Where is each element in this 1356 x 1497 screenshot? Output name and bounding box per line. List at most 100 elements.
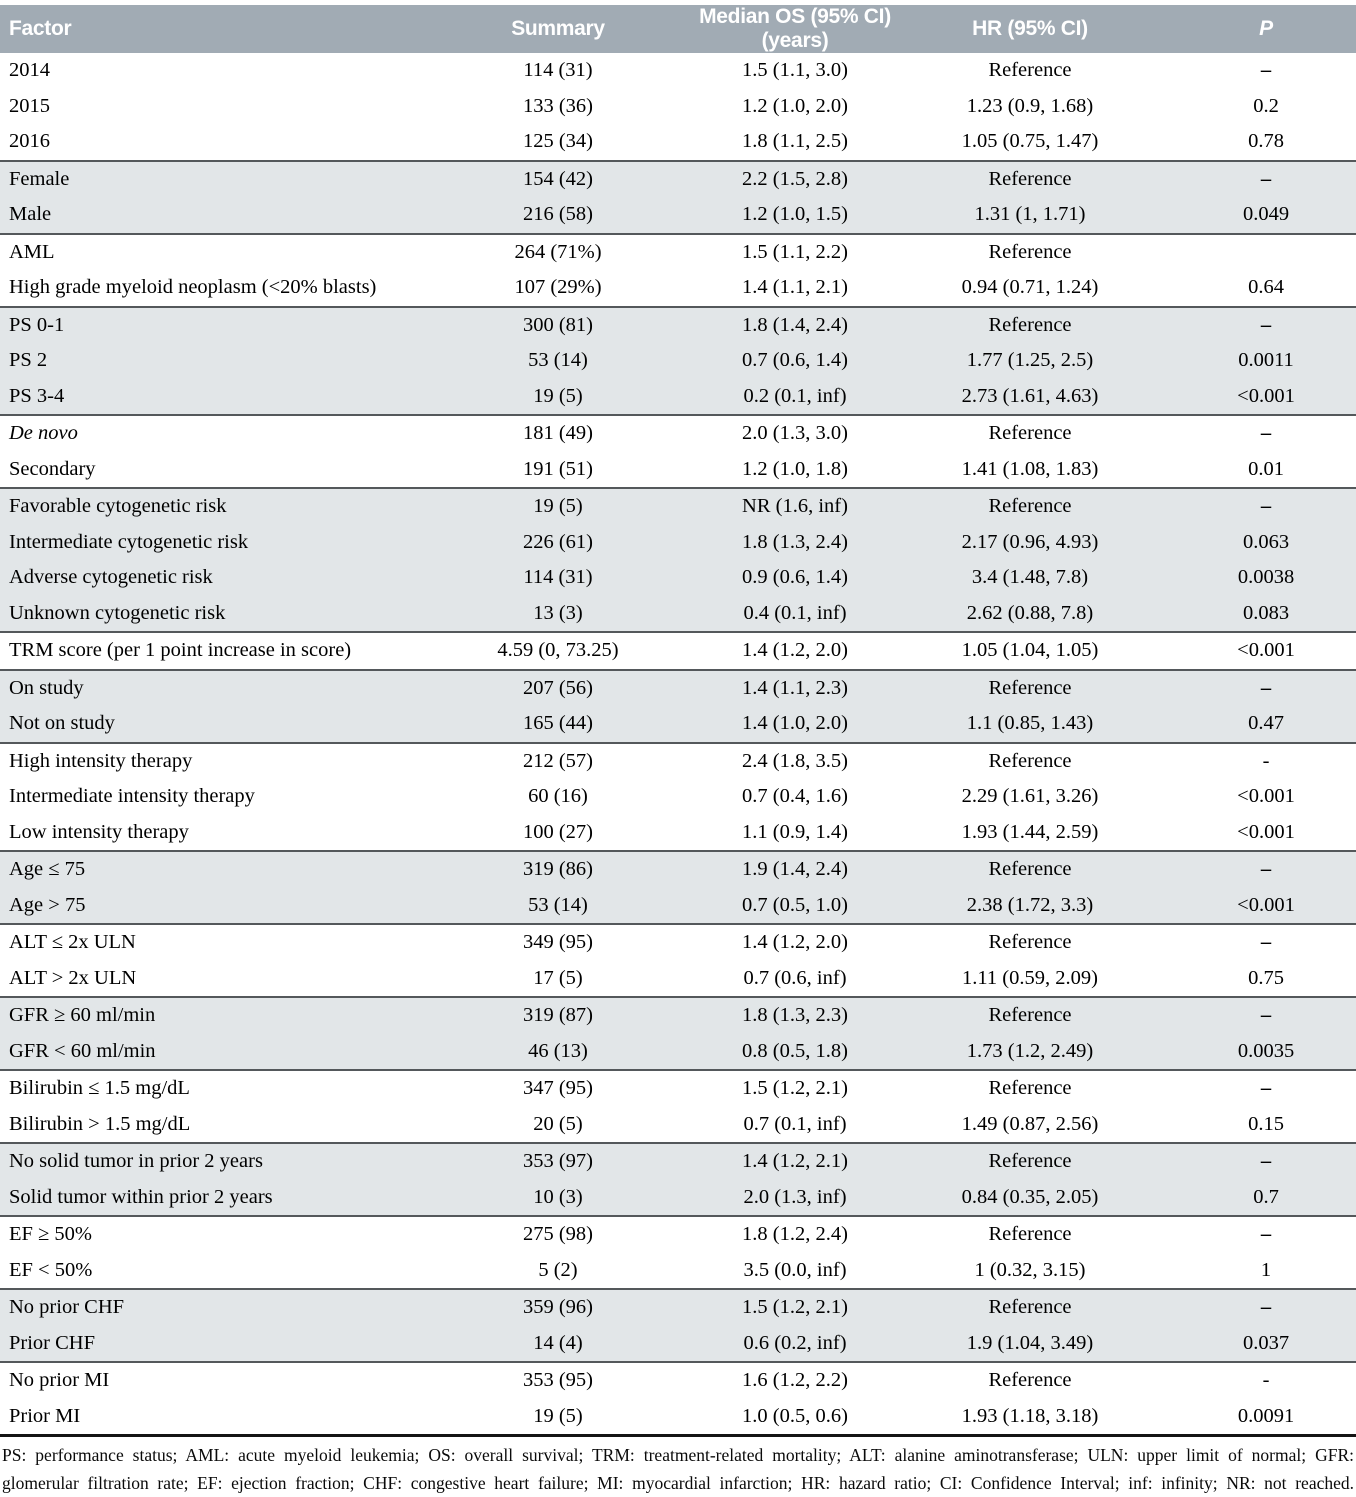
p-cell: 0.0091: [1138, 1398, 1356, 1437]
p-cell: –: [1138, 53, 1356, 89]
summary-cell: 46 (13): [448, 1033, 668, 1070]
hr-cell: 1.23 (0.9, 1.68): [922, 88, 1138, 124]
p-cell-text: 0.083: [1242, 601, 1290, 624]
factor-cell: PS 3-4: [0, 378, 448, 415]
median-os-cell-text: NR (1.6, inf): [742, 495, 848, 518]
hr-cell-text: Reference: [988, 495, 1072, 518]
p-cell: –: [1138, 668, 1356, 706]
median-os-cell: 0.6 (0.2, inf): [668, 1325, 922, 1362]
factor-cell: GFR < 60 ml/min: [0, 1033, 448, 1070]
factor-cell: Bilirubin > 1.5 mg/dL: [0, 1106, 448, 1143]
table-row: Prior MI 19 (5) 1.0 (0.5, 0.6) 1.93 (1.18, …: [0, 1398, 1356, 1437]
p-cell: 0.15: [1138, 1106, 1356, 1143]
median-os-cell: 1.6 (1.2, 2.2): [668, 1361, 922, 1399]
p-cell: 0.75: [1138, 960, 1356, 997]
table-row: 2014 114 (31) 1.5 (1.1, 3.0) Reference –: [0, 53, 1356, 89]
summary-cell: 216 (58): [448, 197, 668, 234]
table-header: Factor Summary Median OS (95% CI) (years) H…: [0, 5, 1356, 53]
p-cell: –: [1138, 996, 1356, 1034]
p-cell-text: 0.063: [1242, 530, 1290, 553]
factor-cell-text: Age > 75: [9, 893, 86, 916]
summary-cell-text: 60 (16): [528, 785, 588, 808]
summary-cell: 275 (98): [448, 1215, 668, 1253]
median-os-cell: 1.2 (1.0, 1.8): [668, 451, 922, 488]
median-os-cell-text: 1.1 (0.9, 1.4): [742, 820, 848, 843]
median-os-cell: 1.8 (1.1, 2.5): [668, 124, 922, 161]
summary-cell: 60 (16): [448, 779, 668, 815]
summary-cell-text: 275 (98): [522, 1223, 594, 1246]
hr-cell-text: 2.29 (1.61, 3.26): [961, 785, 1099, 808]
summary-cell: 114 (31): [448, 53, 668, 89]
p-cell-text: 0.0038: [1237, 566, 1295, 589]
factor-cell: On study: [0, 668, 448, 706]
summary-cell-text: 226 (61): [522, 530, 594, 553]
summary-cell-text: 53 (14): [528, 349, 588, 372]
p-cell: 1: [1138, 1252, 1356, 1289]
hr-cell: Reference: [922, 232, 1138, 270]
summary-cell-text: 264 (71%): [514, 240, 602, 263]
p-cell: -: [1138, 741, 1356, 779]
factor-cell-text: 2015: [9, 94, 50, 117]
p-cell-text: –: [1260, 59, 1272, 82]
p-cell: 0.0035: [1138, 1033, 1356, 1070]
footnote-line-1: PS: performance status; AML: acute myelo…: [2, 1445, 1354, 1465]
hr-cell: 3.4 (1.48, 7.8): [922, 560, 1138, 596]
hr-cell: Reference: [922, 1361, 1138, 1399]
summary-cell-text: 349 (95): [522, 931, 594, 954]
factor-cell-text: No prior CHF: [9, 1296, 125, 1319]
p-cell: <0.001: [1138, 378, 1356, 415]
factors-table: Factor Summary Median OS (95% CI) (years) H…: [0, 5, 1356, 1437]
factor-cell: Prior CHF: [0, 1325, 448, 1362]
factor-cell-text: Solid tumor within prior 2 years: [9, 1185, 273, 1208]
factor-cell: Intermediate cytogenetic risk: [0, 524, 448, 560]
summary-cell-text: 20 (5): [533, 1112, 583, 1135]
p-cell-text: –: [1260, 858, 1272, 881]
median-os-cell-text: 1.2 (1.0, 2.0): [742, 94, 848, 117]
p-cell-text: -: [1262, 749, 1270, 772]
median-os-cell-text: 0.7 (0.4, 1.6): [742, 785, 848, 808]
median-os-cell: 1.8 (1.4, 2.4): [668, 305, 922, 343]
summary-cell-text: 216 (58): [522, 203, 594, 226]
table-row: 2015 133 (36) 1.2 (1.0, 2.0) 1.23 (0.9, 1.6…: [0, 88, 1356, 124]
factor-cell: AML: [0, 232, 448, 270]
median-os-cell: 2.4 (1.8, 3.5): [668, 741, 922, 779]
median-os-cell: 1.5 (1.1, 2.2): [668, 232, 922, 270]
median-os-cell-text: 1.4 (1.0, 2.0): [742, 712, 848, 735]
hr-cell-text: 1.73 (1.2, 2.49): [966, 1039, 1094, 1062]
p-cell-text: 0.2: [1253, 94, 1279, 117]
table-row: No solid tumor in prior 2 years 353 (97) 1…: [0, 1142, 1356, 1180]
factor-cell: ALT > 2x ULN: [0, 960, 448, 997]
hr-cell-text: 1 (0.32, 3.15): [974, 1258, 1086, 1281]
factor-cell: 2015: [0, 88, 448, 124]
hr-cell-text: Reference: [988, 313, 1072, 336]
hr-cell-text: 1.11 (0.59, 2.09): [962, 966, 1098, 989]
summary-cell-text: 4.59 (0, 73.25): [497, 639, 619, 662]
summary-cell-text: 107 (29%): [514, 276, 602, 299]
table-row: No prior CHF 359 (96) 1.5 (1.2, 2.1) Refere…: [0, 1288, 1356, 1326]
table-row: ALT > 2x ULN 17 (5) 0.7 (0.6, inf) 1.11 (0.…: [0, 960, 1356, 997]
hr-cell-text: 2.17 (0.96, 4.93): [961, 530, 1099, 553]
hr-cell-text: Reference: [988, 749, 1072, 772]
summary-cell: 154 (42): [448, 159, 668, 197]
table-row: On study 207 (56) 1.4 (1.1, 2.3) Reference –: [0, 668, 1356, 706]
table-row: Secondary 191 (51) 1.2 (1.0, 1.8) 1.41 (1.0…: [0, 451, 1356, 488]
p-cell: –: [1138, 487, 1356, 525]
factor-cell: Favorable cytogenetic risk: [0, 487, 448, 525]
hr-cell-text: Reference: [988, 240, 1072, 263]
factor-cell: No solid tumor in prior 2 years: [0, 1142, 448, 1180]
factor-cell: Age > 75: [0, 887, 448, 924]
factor-cell-text: Not on study: [9, 712, 115, 735]
table-row: Female 154 (42) 2.2 (1.5, 2.8) Reference –: [0, 159, 1356, 197]
p-cell-text: <0.001: [1237, 384, 1295, 407]
p-cell: 0.0011: [1138, 343, 1356, 379]
summary-cell: 181 (49): [448, 414, 668, 452]
median-os-cell-text: 2.2 (1.5, 2.8): [742, 167, 848, 190]
hr-cell: 1.05 (1.04, 1.05): [922, 631, 1138, 670]
median-os-cell: 1.4 (1.1, 2.3): [668, 668, 922, 706]
summary-cell: 300 (81): [448, 305, 668, 343]
median-os-cell-text: 1.8 (1.3, 2.3): [742, 1004, 848, 1027]
median-os-cell-text: 0.8 (0.5, 1.8): [742, 1039, 848, 1062]
summary-cell: 264 (71%): [448, 232, 668, 270]
factor-cell: ALT ≤ 2x ULN: [0, 923, 448, 961]
